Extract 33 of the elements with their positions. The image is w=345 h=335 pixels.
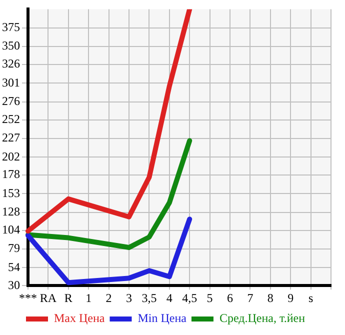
y-tick-label: 227 [2, 130, 20, 145]
x-tick-label: 5 [206, 290, 213, 305]
y-tick-label: 30 [8, 278, 20, 292]
y-tick-label: 54 [8, 260, 20, 274]
x-tick-label: 7 [247, 290, 254, 305]
y-tick-label: 276 [2, 94, 20, 108]
x-tick-label: 4 [166, 290, 172, 305]
legend-label: Max Цена [54, 311, 106, 326]
y-tick-label: 301 [2, 75, 20, 90]
y-tick-label: 202 [2, 149, 20, 164]
x-tick-label: 3,5 [142, 290, 157, 305]
x-tick-label: R [64, 290, 72, 305]
y-tick-label: 128 [2, 204, 20, 219]
y-tick-label: 252 [2, 112, 20, 126]
legend-label: Сред.Цена, т.йен [219, 311, 306, 326]
x-tick-label: s [308, 290, 314, 305]
legend-label: Min Цена [138, 311, 188, 326]
y-tick-label: 153 [2, 186, 20, 200]
x-tick-label: RA [40, 290, 57, 305]
x-tick-label: 6 [227, 290, 233, 305]
x-tick-label: 4,5 [182, 290, 198, 305]
x-tick-label: *** [19, 290, 37, 305]
x-tick-label: 9 [288, 290, 294, 305]
x-tick-label: 8 [267, 290, 274, 305]
y-tick-label: 178 [2, 167, 20, 182]
x-tick-label: 3 [126, 290, 132, 305]
y-tick-label: 375 [2, 20, 20, 34]
x-tick-label: 2 [106, 290, 112, 305]
y-tick-label: 350 [2, 38, 20, 53]
y-tick-label: 79 [8, 241, 20, 256]
y-tick-label: 326 [2, 56, 20, 71]
x-tick-label: 1 [86, 290, 92, 305]
y-tick-label: 104 [2, 222, 20, 236]
